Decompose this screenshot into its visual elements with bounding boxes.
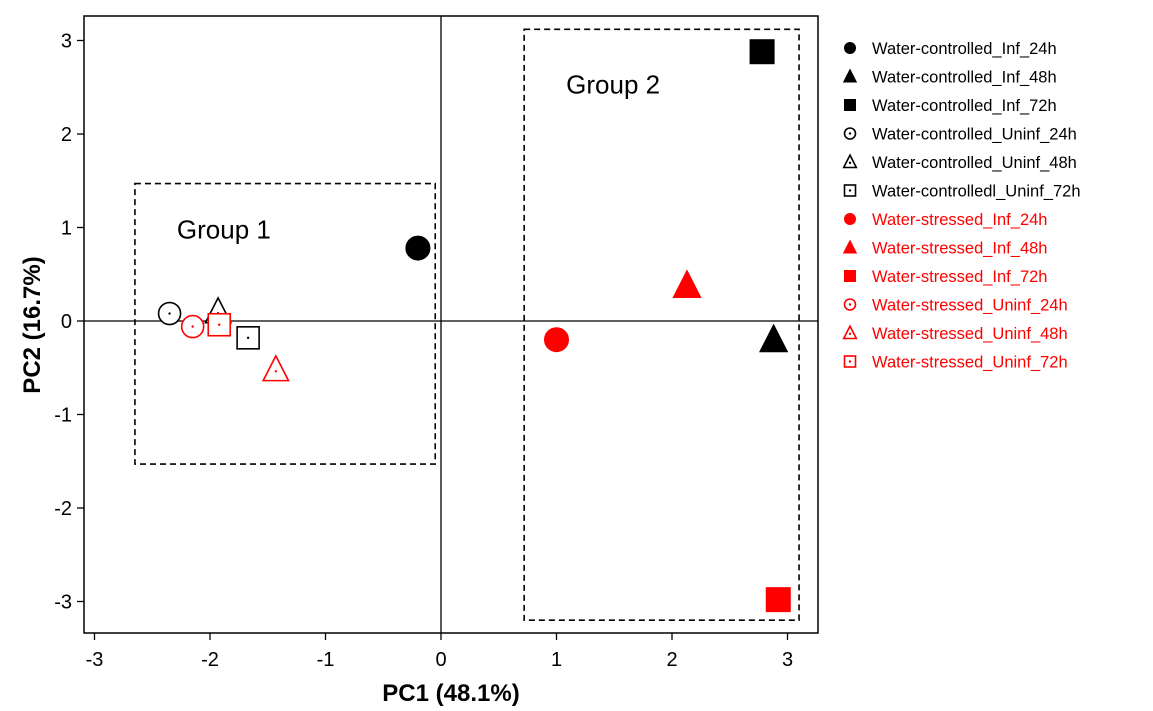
plot-frame — [83, 15, 819, 634]
point-10-center-dot — [191, 325, 194, 328]
y-tick-label: 1 — [61, 218, 72, 240]
point-2 — [759, 323, 789, 353]
legend-marker-4-center-dot — [848, 132, 852, 135]
legend-marker-1 — [844, 42, 856, 54]
legend-marker-11-center-dot — [848, 332, 852, 336]
point-4-center-dot — [168, 312, 171, 315]
legend-label-11: Water-stressed_Uninf_48h — [872, 325, 1068, 343]
legend-marker-11 — [842, 324, 858, 340]
legend-label-6: Water-controlledl_Uninf_72h — [872, 183, 1081, 201]
group-box-1 — [134, 182, 437, 465]
point-11 — [261, 354, 290, 382]
y-tick-label: -2 — [54, 498, 72, 520]
legend: Water-controlled_Inf_24h Water-controlled… — [842, 40, 1081, 372]
point-9 — [765, 587, 791, 613]
group-label-2: Group 2 — [566, 69, 660, 99]
x-tick-label: -2 — [201, 649, 219, 671]
point-3 — [749, 39, 775, 65]
y-tick-label: 3 — [61, 31, 72, 53]
legend-label-5: Water-controlled_Uninf_48h — [872, 154, 1077, 172]
point-11-center-dot — [274, 370, 278, 373]
x-tick-label: -3 — [86, 649, 104, 671]
legend-label-7: Water-stressed_Inf_24h — [872, 211, 1047, 229]
x-axis-title: PC1 (48.1%) — [382, 680, 519, 707]
x-tick-label: 3 — [782, 649, 793, 671]
x-tick-label: 0 — [435, 649, 446, 671]
x-tick-label: 1 — [551, 649, 562, 671]
point-12-center-dot — [218, 323, 221, 326]
legend-marker-2 — [842, 68, 858, 83]
point-8 — [672, 269, 702, 298]
legend-marker-3 — [844, 99, 856, 111]
legend-label-12: Water-stressed_Uninf_72h — [872, 354, 1068, 372]
point-7 — [544, 327, 569, 353]
x-axis: -3 -2 -1 0 1 2 3 — [86, 633, 793, 671]
legend-label-1: Water-controlled_Inf_24h — [872, 40, 1057, 58]
data-points — [157, 39, 791, 613]
y-tick-label: 2 — [61, 124, 72, 146]
legend-marker-5-center-dot — [848, 161, 852, 165]
legend-label-10: Water-stressed_Uninf_24h — [872, 297, 1068, 315]
legend-marker-5 — [842, 153, 858, 169]
y-axis: -3 -2 -1 0 1 2 3 — [54, 31, 84, 614]
group-boxes: Group 1 Group 2 — [134, 28, 800, 621]
legend-label-3: Water-controlled_Inf_72h — [872, 97, 1057, 115]
legend-marker-8 — [842, 239, 858, 254]
legend-label-9: Water-stressed_Inf_72h — [872, 268, 1047, 286]
point-6-center-dot — [246, 336, 250, 340]
y-tick-label: -1 — [54, 405, 72, 427]
legend-marker-6-center-dot — [848, 189, 852, 192]
x-tick-label: -1 — [317, 649, 335, 671]
legend-marker-12-center-dot — [848, 360, 852, 363]
legend-label-8: Water-stressed_Inf_48h — [872, 240, 1047, 258]
y-tick-label: -3 — [54, 592, 72, 614]
x-tick-label: 2 — [666, 649, 677, 671]
group-label-1: Group 1 — [177, 215, 271, 245]
legend-marker-10-center-dot — [848, 303, 852, 306]
y-tick-label: 0 — [61, 311, 72, 333]
legend-marker-7 — [844, 213, 856, 225]
y-axis-title: PC2 (16.7%) — [19, 256, 46, 393]
point-1 — [405, 235, 431, 261]
legend-label-4: Water-controlled_Uninf_24h — [872, 126, 1077, 144]
legend-label-2: Water-controlled_Inf_48h — [872, 69, 1057, 87]
group-box-2 — [523, 28, 800, 621]
legend-marker-9 — [844, 270, 856, 282]
